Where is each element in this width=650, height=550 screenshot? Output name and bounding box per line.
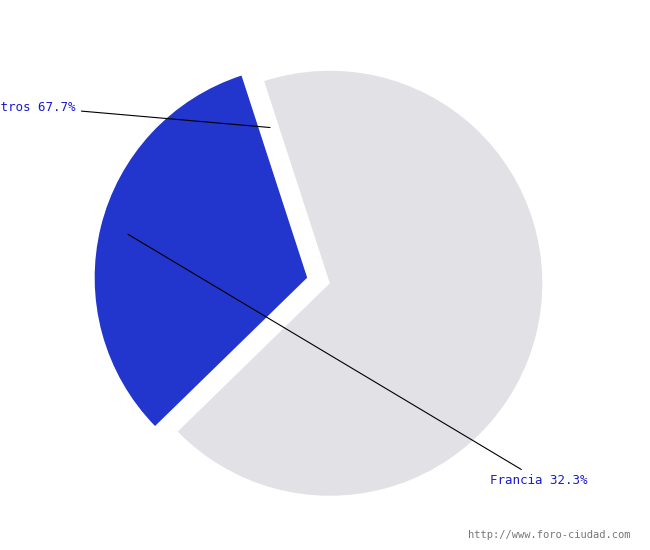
Text: Francia 32.3%: Francia 32.3% [128,234,588,487]
Wedge shape [177,71,542,496]
Text: Sotillo de la Adrada - Turistas extranjeros según país - Agosto de 2024: Sotillo de la Adrada - Turistas extranje… [14,15,636,31]
Wedge shape [95,75,307,426]
Text: http://www.foro-ciudad.com: http://www.foro-ciudad.com [468,530,630,540]
Text: Otros 67.7%: Otros 67.7% [0,101,270,128]
